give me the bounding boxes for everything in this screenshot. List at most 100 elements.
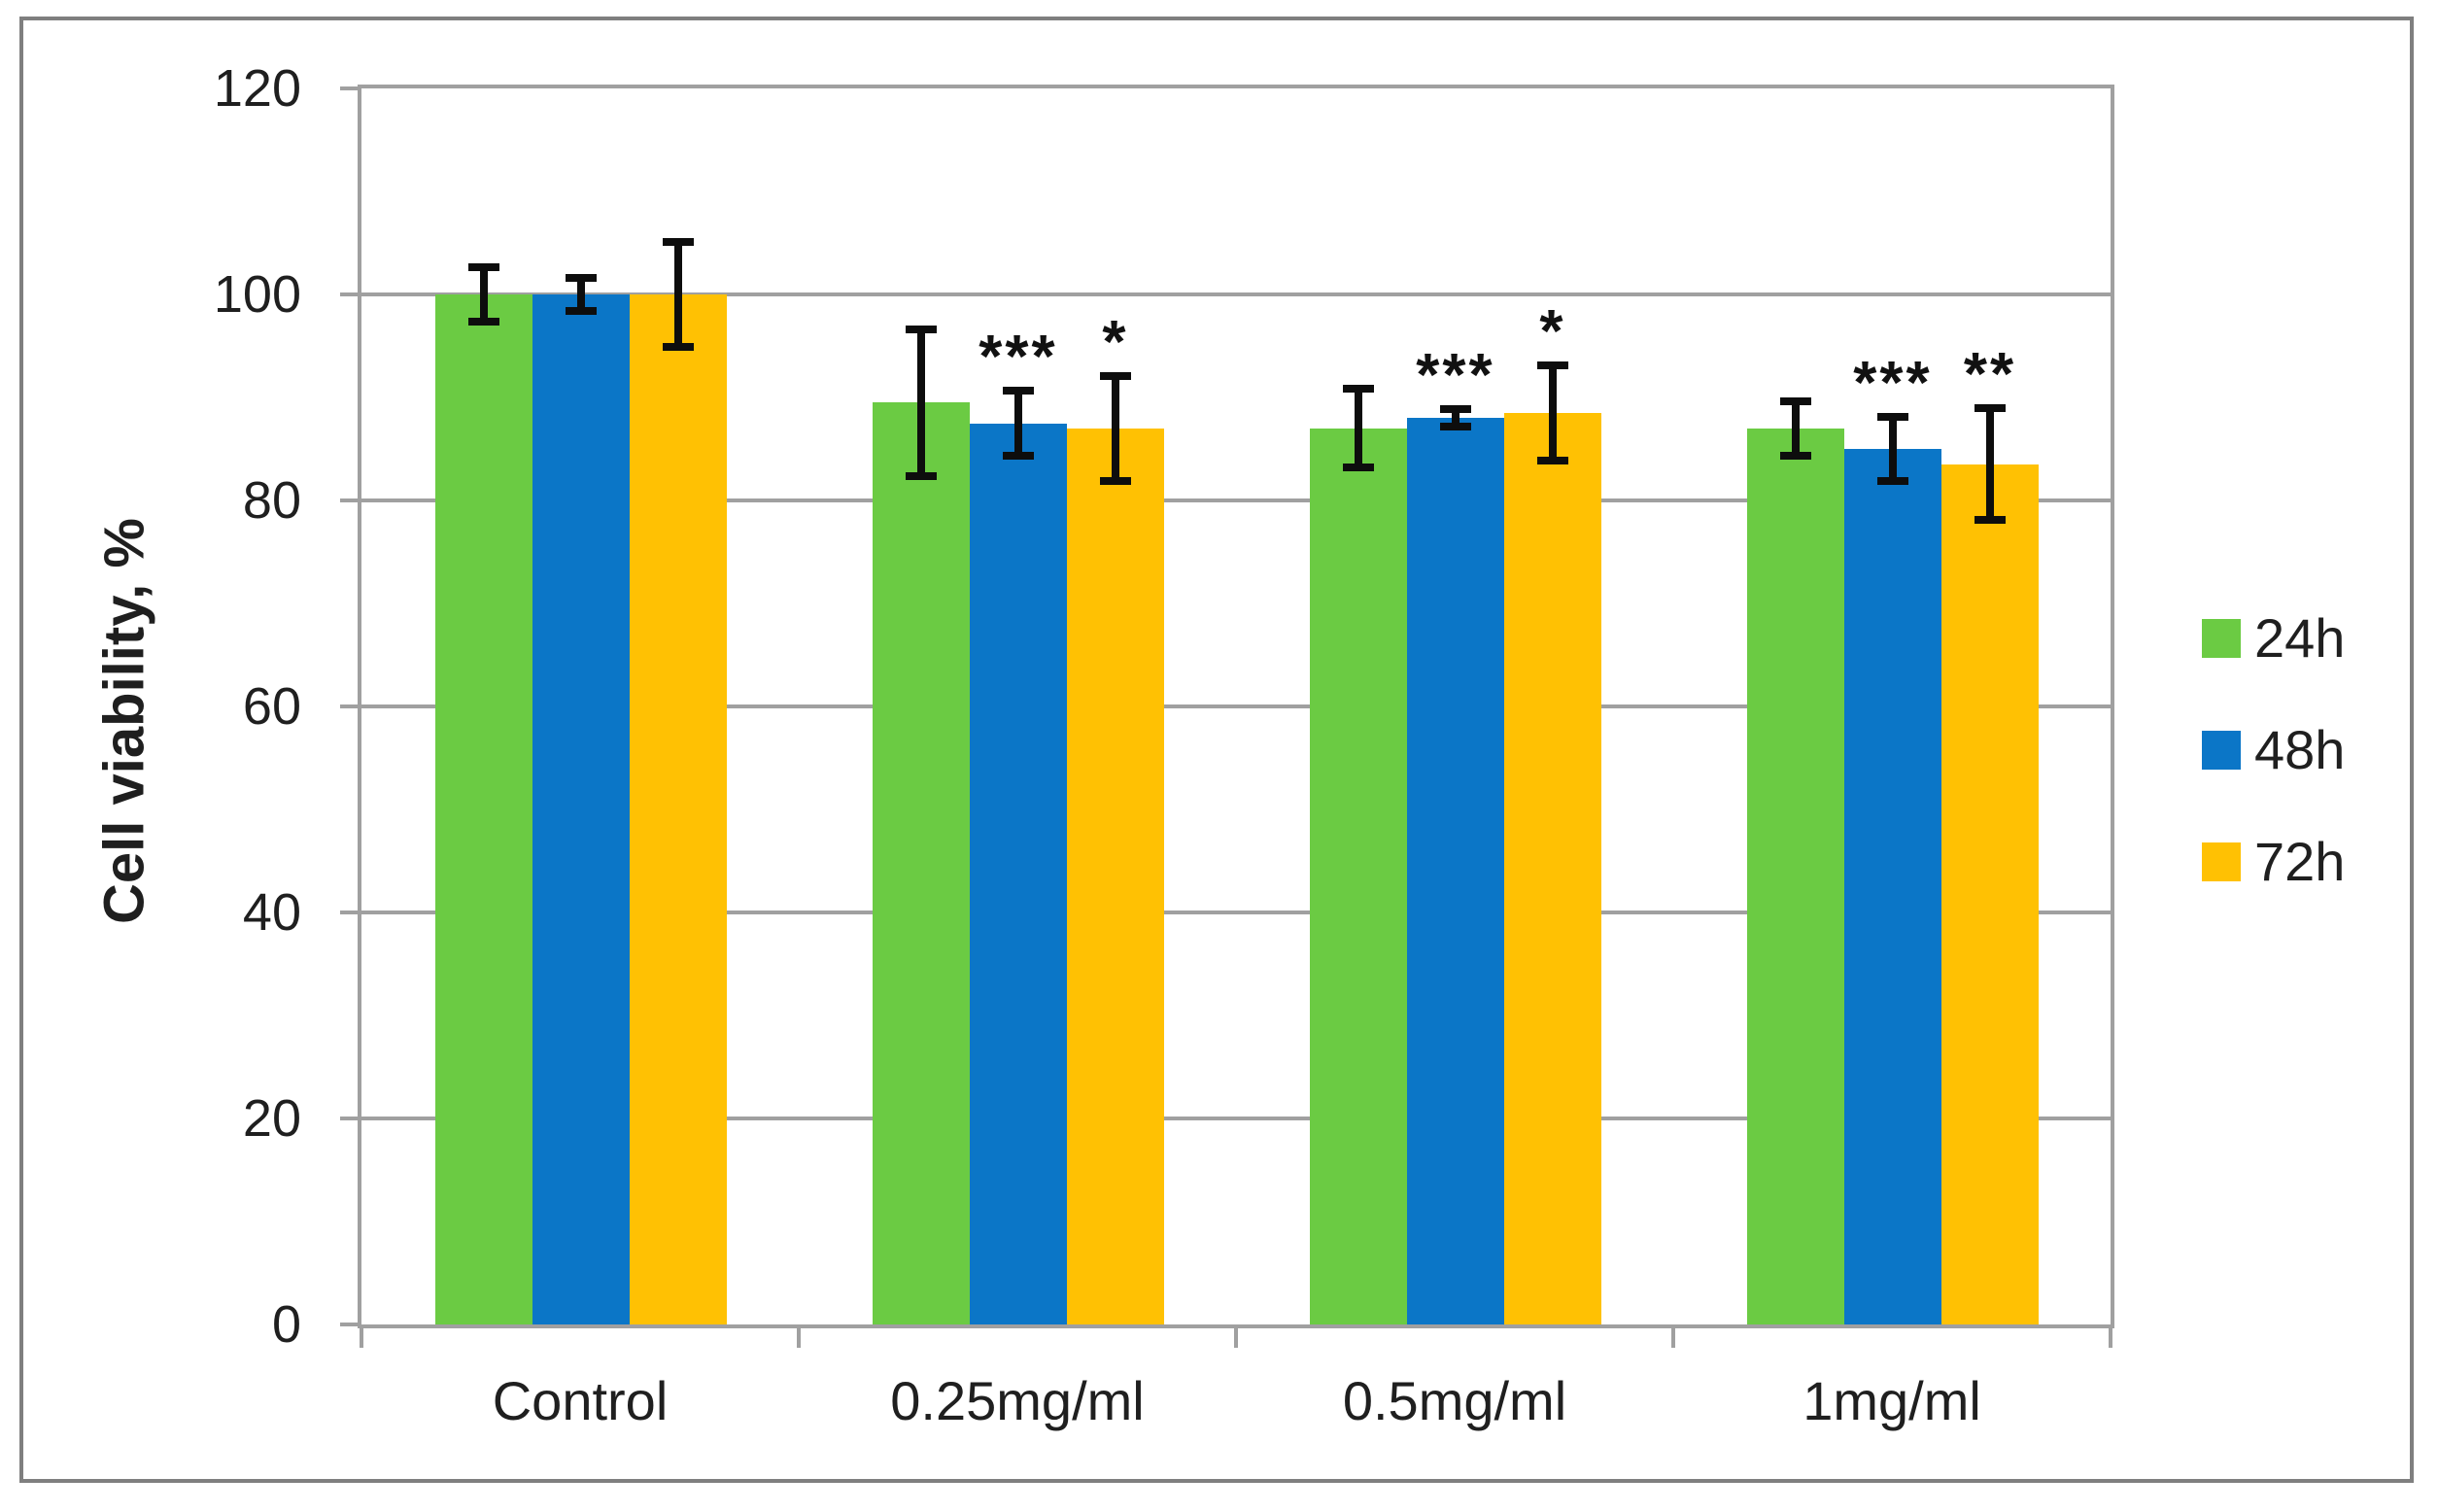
significance-marker-48h-0.5mg/ml: ***: [1416, 342, 1495, 410]
error-bar-line: [1355, 385, 1362, 472]
error-bar-cap-top: [906, 325, 937, 333]
gridline-20: [361, 1117, 2111, 1120]
y-tick-mark-100: [340, 292, 361, 296]
x-tick-mark-1: [797, 1324, 801, 1348]
error-bar-line: [480, 263, 488, 326]
error-bar-cap-bottom: [1877, 477, 1908, 486]
error-bar-cap-bottom: [1343, 464, 1374, 472]
error-bar-48h-1mg/ml: [1877, 412, 1908, 486]
y-tick-mark-120: [340, 86, 361, 90]
legend-label-24h: 24h: [2254, 607, 2346, 669]
error-bar-line: [1549, 361, 1557, 464]
x-tick-mark-0: [360, 1324, 363, 1348]
x-axis-label-2: 0.25mg/ml: [890, 1370, 1145, 1431]
error-bar-24h-1mg/ml: [1780, 397, 1811, 460]
error-bar-cap-bottom: [1780, 451, 1811, 460]
error-bar-line: [1452, 405, 1459, 430]
y-tick-label-0: 0: [271, 1295, 301, 1354]
error-bar-24h-Control: [468, 263, 499, 326]
y-tick-mark-0: [340, 1323, 361, 1326]
legend-label-72h: 72h: [2254, 831, 2346, 892]
error-bar-line: [1889, 412, 1897, 486]
error-bar-48h-Control: [566, 273, 597, 316]
significance-marker-72h-0.25mg/ml: *: [1102, 308, 1129, 376]
error-bar-24h-0.25mg/ml: [906, 325, 937, 480]
error-bar-line: [674, 237, 682, 352]
y-tick-mark-60: [340, 704, 361, 708]
y-tick-label-20: 20: [242, 1089, 301, 1148]
gridline-80: [361, 498, 2111, 502]
bar-72h-0.25mg/ml: [1067, 428, 1164, 1324]
legend-item-24h: 24h: [2202, 611, 2345, 666]
x-tick-mark-2: [1234, 1324, 1238, 1348]
y-tick-label-80: 80: [242, 471, 301, 530]
gridline-40: [361, 911, 2111, 914]
error-bar-cap-top: [1974, 404, 2006, 413]
error-bar-cap-top: [1780, 397, 1811, 406]
error-bar-cap-bottom: [1100, 477, 1131, 486]
error-bar-cap-top: [1003, 387, 1034, 395]
error-bar-24h-0.5mg/ml: [1343, 385, 1374, 472]
y-tick-label-120: 120: [213, 59, 301, 118]
x-axis-label-4: 1mg/ml: [1803, 1370, 1981, 1431]
x-tick-mark-4: [2109, 1324, 2112, 1348]
error-bar-cap-bottom: [566, 307, 597, 316]
error-bar-line: [1112, 371, 1119, 486]
error-bar-72h-0.5mg/ml: [1537, 361, 1568, 464]
x-axis-label-3: 0.5mg/ml: [1342, 1370, 1567, 1431]
error-bar-48h-0.5mg/ml: [1440, 405, 1471, 430]
error-bar-72h-0.25mg/ml: [1100, 371, 1131, 486]
y-tick-label-60: 60: [242, 677, 301, 736]
legend-swatch-48h: [2202, 731, 2241, 770]
bar-72h-Control: [630, 294, 727, 1324]
error-bar-line: [917, 325, 925, 480]
y-tick-label-40: 40: [242, 883, 301, 942]
legend-swatch-72h: [2202, 842, 2241, 881]
bar-24h-0.25mg/ml: [873, 402, 970, 1324]
error-bar-cap-bottom: [906, 471, 937, 480]
y-tick-label-100: 100: [213, 265, 301, 324]
gridline-60: [361, 704, 2111, 708]
error-bar-cap-top: [1343, 385, 1374, 394]
legend-swatch-24h: [2202, 619, 2241, 658]
error-bar-line: [1792, 397, 1800, 460]
x-axis-label-1: Control: [492, 1370, 669, 1431]
bar-24h-1mg/ml: [1747, 428, 1844, 1324]
significance-marker-72h-1mg/ml: **: [1963, 341, 2017, 409]
error-bar-72h-Control: [663, 237, 694, 352]
error-bar-cap-top: [566, 273, 597, 282]
y-tick-mark-80: [340, 498, 361, 502]
x-tick-mark-3: [1671, 1324, 1675, 1348]
bar-72h-1mg/ml: [1941, 464, 2039, 1324]
plot-area: *** * *** * *** **: [358, 85, 2114, 1328]
error-bar-72h-1mg/ml: [1974, 404, 2006, 525]
error-bar-cap-bottom: [1974, 516, 2006, 525]
gridline-100: [361, 292, 2111, 296]
legend: 24h 48h 72h: [2202, 611, 2345, 889]
bar-24h-0.5mg/ml: [1310, 428, 1407, 1324]
figure-border: [19, 17, 2414, 1483]
error-bar-cap-top: [1440, 405, 1471, 414]
legend-item-72h: 72h: [2202, 835, 2345, 889]
error-bar-line: [1986, 404, 1994, 525]
significance-marker-48h-0.25mg/ml: ***: [979, 324, 1058, 392]
error-bar-cap-top: [663, 237, 694, 246]
error-bar-cap-bottom: [1537, 456, 1568, 464]
error-bar-cap-top: [468, 263, 499, 272]
error-bar-line: [1014, 387, 1022, 460]
error-bar-48h-0.25mg/ml: [1003, 387, 1034, 460]
error-bar-cap-bottom: [1003, 451, 1034, 460]
y-tick-mark-20: [340, 1117, 361, 1120]
bar-72h-0.5mg/ml: [1504, 412, 1601, 1324]
error-bar-cap-bottom: [468, 317, 499, 326]
error-bar-cap-top: [1877, 412, 1908, 421]
error-bar-line: [577, 273, 585, 316]
y-tick-mark-40: [340, 911, 361, 914]
error-bar-cap-bottom: [1440, 422, 1471, 430]
bar-48h-Control: [532, 294, 630, 1324]
significance-marker-48h-1mg/ml: ***: [1853, 349, 1933, 417]
legend-item-48h: 48h: [2202, 723, 2345, 777]
error-bar-cap-top: [1537, 361, 1568, 369]
bar-24h-Control: [435, 294, 532, 1324]
error-bar-cap-top: [1100, 371, 1131, 380]
